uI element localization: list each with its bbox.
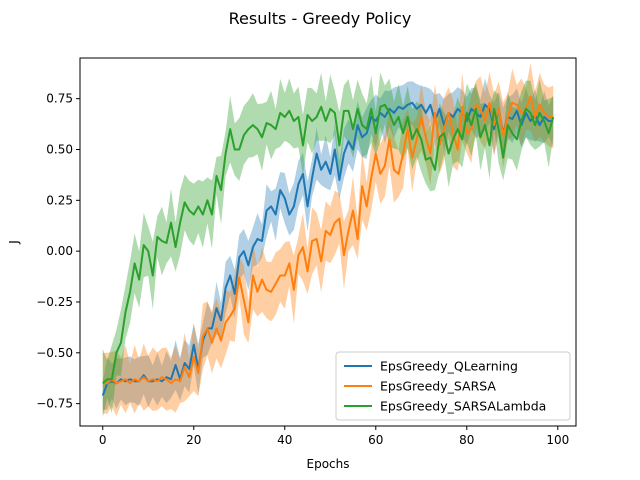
x-tick-label: 20 bbox=[186, 433, 201, 447]
y-tick-label: 0.75 bbox=[46, 92, 73, 106]
x-axis-ticks: 0 20 40 60 80 100 bbox=[99, 426, 569, 447]
legend-entry-label: EpsGreedy_QLearning bbox=[380, 359, 518, 374]
y-axis-label: J bbox=[7, 240, 21, 245]
series-lines bbox=[101, 95, 555, 396]
y-axis-ticks: −0.75 −0.50 −0.25 0.00 0.25 0.50 0.75 bbox=[36, 92, 80, 411]
confidence-bands bbox=[102, 63, 554, 418]
x-tick-label: 60 bbox=[368, 433, 383, 447]
y-tick-label: −0.50 bbox=[36, 346, 73, 360]
series-line-EpsGreedy_SARSALambda bbox=[102, 103, 555, 385]
y-tick-label: 0.00 bbox=[46, 244, 73, 258]
band-EpsGreedy_SARSALambda bbox=[102, 72, 554, 418]
y-tick-label: −0.25 bbox=[36, 295, 73, 309]
series-line-EpsGreedy_SARSA bbox=[102, 95, 554, 385]
legend-entry-label: EpsGreedy_SARSALambda bbox=[380, 399, 546, 414]
legend: EpsGreedy_QLearning EpsGreedy_SARSA EpsGre… bbox=[335, 351, 571, 421]
x-tick-label: 100 bbox=[546, 433, 569, 447]
y-tick-label: −0.75 bbox=[36, 397, 73, 411]
x-tick-label: 80 bbox=[459, 433, 474, 447]
band-EpsGreedy_QLearning bbox=[102, 78, 554, 410]
series-line-EpsGreedy_QLearning bbox=[101, 101, 554, 396]
x-tick-label: 40 bbox=[277, 433, 292, 447]
chart-title: Results - Greedy Policy bbox=[229, 9, 412, 28]
y-tick-label: 0.50 bbox=[46, 142, 73, 156]
x-tick-label: 0 bbox=[99, 433, 107, 447]
x-axis-label: Epochs bbox=[307, 457, 350, 471]
band-EpsGreedy_SARSA bbox=[102, 63, 554, 417]
legend-entry-label: EpsGreedy_SARSA bbox=[380, 379, 496, 394]
y-tick-label: 0.25 bbox=[46, 193, 73, 207]
legend-box bbox=[335, 351, 571, 421]
plot-frame bbox=[79, 57, 577, 427]
